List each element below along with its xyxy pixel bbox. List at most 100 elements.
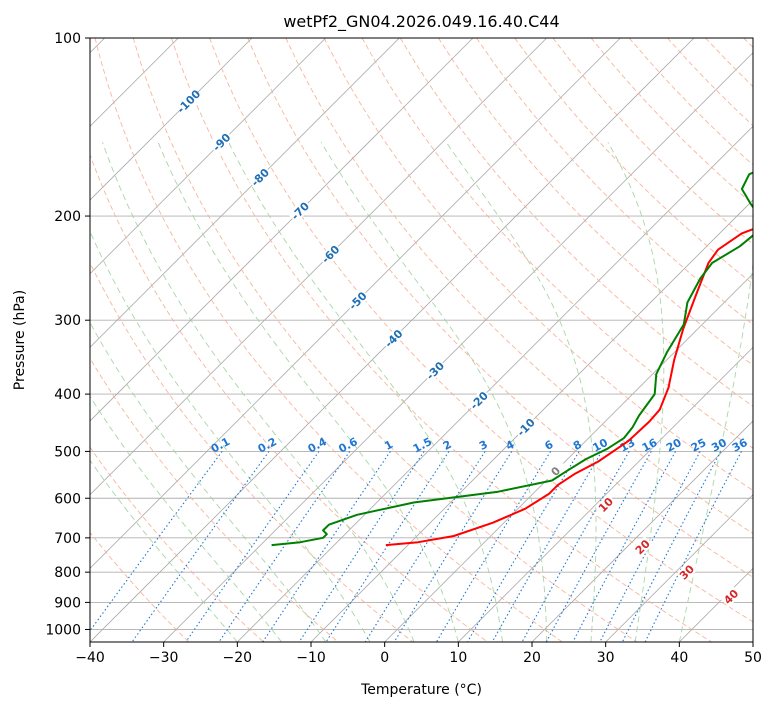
mixing-ratio-label: 30 bbox=[709, 436, 729, 455]
moist-adiabat-line bbox=[90, 321, 327, 642]
dry-adiabat-line bbox=[90, 531, 190, 642]
isotherm-line bbox=[90, 38, 547, 496]
isotherm-label-bg bbox=[381, 326, 406, 351]
moist-adiabat-line bbox=[228, 142, 503, 642]
background-lines bbox=[90, 38, 753, 642]
isotherm-line bbox=[90, 38, 253, 201]
mixing-ratio-label: 36 bbox=[730, 436, 750, 455]
isotherm-label-bg bbox=[288, 198, 313, 223]
isotherm-label-bg bbox=[513, 415, 538, 440]
mixing-ratio-line bbox=[545, 451, 652, 642]
mixing-ratio-line bbox=[644, 451, 742, 642]
isotherm-line bbox=[163, 52, 753, 642]
y-tick-label: 900 bbox=[54, 595, 81, 611]
x-tick-label: −30 bbox=[149, 650, 179, 666]
isotherm-label-bg bbox=[318, 242, 343, 267]
dry-adiabat-line bbox=[94, 38, 563, 642]
isotherm-line bbox=[531, 420, 753, 642]
x-tick-label: −10 bbox=[296, 650, 326, 666]
dry-adiabat-line bbox=[476, 38, 753, 326]
isotherm-label-bg bbox=[423, 358, 448, 383]
dry-adiabat-line bbox=[90, 446, 264, 642]
x-tick-label: 40 bbox=[670, 650, 688, 666]
mixing-ratio-line bbox=[90, 451, 223, 632]
y-tick-label: 100 bbox=[54, 31, 81, 47]
axes: −40 −30 −20 −10 0 10 20 30 40 50 100 200 300 400 500 60… bbox=[45, 31, 762, 666]
mixing-ratio-line bbox=[599, 451, 701, 642]
y-axis-label: Pressure (hPa) bbox=[12, 290, 28, 390]
mixing-ratio-line bbox=[218, 451, 351, 642]
y-tick-label: 1000 bbox=[45, 622, 81, 638]
isotherm-line bbox=[384, 273, 753, 642]
profile-series bbox=[271, 171, 753, 547]
dry-adiabat-line bbox=[170, 38, 712, 642]
dry-adiabat-label-bg bbox=[720, 586, 742, 608]
isotherm-line bbox=[605, 494, 753, 642]
y-tick-label: 800 bbox=[54, 565, 81, 581]
x-tick-label: −40 bbox=[75, 650, 105, 666]
mixing-ratio-line bbox=[572, 451, 676, 642]
moist-adiabat-line bbox=[678, 260, 753, 642]
dry-adiabat-label-bg bbox=[676, 561, 698, 583]
moist-adiabat-line bbox=[320, 141, 548, 642]
moist-adiabat-line bbox=[607, 141, 665, 642]
dry-adiabat-line bbox=[90, 357, 339, 642]
y-tick-label: 200 bbox=[54, 209, 81, 225]
isotherm-label-bg bbox=[345, 288, 370, 313]
mixing-ratio-label: 20 bbox=[664, 436, 684, 455]
dry-adiabat-label-bg bbox=[595, 494, 617, 516]
mixing-ratio-line bbox=[262, 451, 391, 642]
isotherm-line bbox=[458, 346, 753, 642]
dry-adiabat-line bbox=[323, 38, 753, 492]
mixing-ratio-label: 16 bbox=[640, 436, 660, 455]
isotherm-label-bg bbox=[466, 388, 491, 413]
mixing-ratio-line bbox=[621, 451, 722, 642]
y-tick-label: 300 bbox=[54, 313, 81, 329]
isotherm-label-bg bbox=[248, 165, 273, 190]
mixing-ratio-label: 13 bbox=[618, 436, 638, 455]
plot-frame bbox=[89, 37, 754, 643]
mixing-ratio-line bbox=[393, 451, 513, 642]
y-tick-label: 400 bbox=[54, 387, 81, 403]
x-tick-label: 20 bbox=[523, 650, 541, 666]
mixing-ratio-line bbox=[491, 451, 603, 642]
moist-adiabat-line bbox=[157, 142, 459, 642]
moist-adiabat-line bbox=[90, 459, 238, 642]
mixing-ratio-label: 25 bbox=[689, 436, 709, 455]
x-tick-label: −20 bbox=[223, 650, 253, 666]
dry-adiabat-line bbox=[90, 153, 488, 642]
dewpoint-profile-line bbox=[271, 171, 753, 547]
moist-adiabat-line bbox=[90, 395, 282, 642]
isotherm-label-bg bbox=[543, 459, 568, 484]
x-axis-label: Temperature (°C) bbox=[360, 682, 482, 698]
isotherm-line bbox=[90, 38, 400, 348]
temperature-profile-line bbox=[385, 228, 753, 547]
moist-adiabat-line bbox=[102, 142, 415, 642]
moist-adiabat-line bbox=[445, 141, 597, 642]
isotherm-line bbox=[90, 38, 474, 422]
mixing-ratio-line bbox=[131, 451, 270, 642]
dry-adiabat-line bbox=[438, 38, 753, 366]
dry-adiabat-line bbox=[209, 38, 753, 623]
dry-adiabat-line bbox=[361, 38, 753, 449]
y-tick-label: 700 bbox=[54, 531, 81, 547]
mixing-ratio-line bbox=[185, 451, 320, 642]
x-tick-label: 10 bbox=[449, 650, 467, 666]
dry-adiabat-line bbox=[90, 261, 414, 642]
x-tick-label: 0 bbox=[380, 650, 389, 666]
dry-adiabat-line bbox=[132, 38, 638, 642]
dry-adiabat-line bbox=[399, 38, 753, 407]
mixing-ratio-line bbox=[364, 451, 486, 642]
dry-adiabat-line bbox=[514, 38, 753, 285]
chart-title: wetPf2_GN04.2026.049.16.40.C44 bbox=[283, 12, 559, 32]
x-tick-label: 50 bbox=[744, 650, 762, 666]
x-tick-label: 30 bbox=[597, 650, 615, 666]
isotherm-label-bg bbox=[176, 89, 201, 114]
dry-adiabat-line bbox=[247, 38, 753, 578]
dry-adiabat-label-bg bbox=[631, 536, 654, 558]
y-tick-label: 600 bbox=[54, 491, 81, 507]
dry-adiabat-line bbox=[285, 38, 753, 535]
isotherm-label-bg bbox=[209, 130, 234, 155]
isotherm-line bbox=[237, 125, 753, 642]
